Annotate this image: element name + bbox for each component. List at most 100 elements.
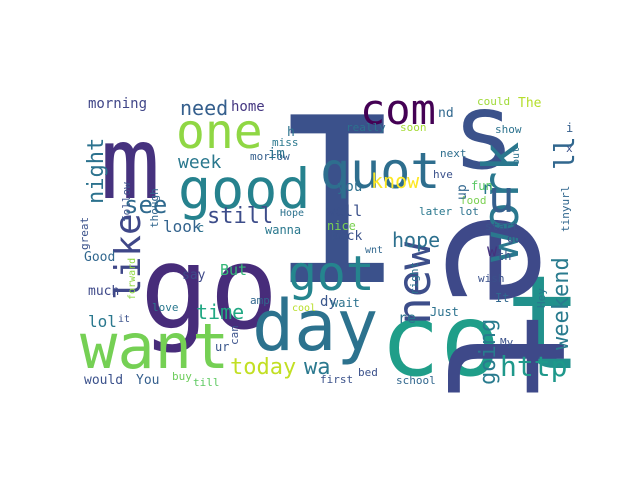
word-great: great: [78, 217, 91, 250]
word-et: et: [409, 210, 601, 409]
word-though: though: [148, 188, 161, 228]
word-i: I: [268, 70, 406, 337]
word-th: th: [497, 249, 511, 263]
word-really: really: [346, 121, 386, 134]
word-guy: guy: [507, 232, 527, 245]
word-c: c: [197, 221, 204, 235]
word-still: still: [207, 204, 273, 229]
word-like: like: [108, 213, 149, 300]
word-show: show: [495, 123, 522, 136]
word-im: im: [268, 146, 285, 162]
word-hve: hve: [433, 168, 453, 181]
word-morning: morning: [88, 96, 147, 112]
word-good: good: [178, 157, 310, 221]
word-well: well: [326, 202, 362, 220]
word-miss: miss: [272, 136, 299, 149]
word-http: http: [500, 350, 567, 383]
word-ll: ll: [548, 136, 581, 170]
word-h: h: [287, 125, 295, 140]
word-w: w: [487, 241, 498, 261]
word-quot: quot: [320, 142, 440, 200]
word-later: later: [419, 205, 452, 218]
word-weekend: weekend: [549, 257, 574, 350]
word-know: know: [371, 169, 420, 193]
word-work: work: [472, 142, 530, 262]
word-right: right: [408, 262, 421, 295]
word-u: u: [488, 172, 515, 223]
word-the: The: [518, 96, 542, 111]
word-nice: nice: [327, 219, 356, 233]
word-food: food: [460, 194, 487, 207]
word-soon: soon: [400, 121, 427, 134]
word-love: love: [152, 301, 179, 314]
word-morrow: morrow: [250, 150, 290, 163]
word-com: com: [360, 85, 436, 134]
word-tinyurl: tinyurl: [559, 186, 572, 232]
word-it: it: [118, 314, 130, 325]
word-day: day: [252, 285, 378, 367]
word-co: co: [380, 282, 500, 399]
word-out: out: [511, 147, 522, 165]
word-night: night: [84, 138, 109, 204]
word-look: look: [163, 217, 202, 236]
word-much: much: [88, 284, 119, 299]
word-just: Just: [430, 305, 459, 319]
word-bed: bed: [358, 366, 378, 379]
word-want: want: [80, 310, 229, 383]
word-first: first: [320, 373, 353, 386]
word-ur: ur: [215, 340, 229, 354]
word-one: one: [176, 104, 263, 160]
word-going: going: [476, 319, 501, 385]
word-fun: fun: [471, 179, 493, 193]
word-follow: follow: [120, 182, 133, 222]
word-school: school: [396, 374, 436, 387]
word-see: see: [124, 191, 167, 219]
word-it: It: [495, 291, 509, 305]
word-you: You: [136, 373, 159, 388]
word-wait: wait: [331, 296, 360, 310]
word-time: time: [196, 300, 244, 324]
word-next: next: [440, 147, 467, 160]
word-go: go: [140, 222, 278, 356]
word-dy: dy: [320, 294, 337, 310]
word-back: back: [331, 229, 362, 244]
word-till: till: [193, 376, 220, 389]
word-you: you: [337, 179, 362, 195]
word-wnt: wnt: [365, 245, 383, 256]
word-x: x: [566, 142, 573, 155]
word-forward: forward: [127, 258, 138, 300]
word-wa: wa: [304, 355, 331, 380]
word-wish: wish: [478, 272, 505, 285]
word-hey: Hey: [535, 288, 548, 308]
word-got: got: [288, 246, 375, 302]
word-good: Good: [84, 250, 115, 265]
word-could: could: [477, 95, 510, 108]
word-week: week: [178, 152, 222, 173]
word-can: can: [228, 325, 241, 345]
word-home: home: [231, 99, 265, 115]
word-nd: nd: [438, 106, 454, 121]
word-cool: cool: [292, 303, 316, 314]
word-need: need: [180, 96, 228, 120]
word-i: i: [566, 121, 573, 135]
word-m: m: [100, 105, 160, 222]
word-new: new: [387, 242, 441, 325]
word-n: n: [483, 179, 493, 199]
word-would: would: [84, 373, 123, 388]
word-t: t: [505, 247, 583, 399]
word-re: re: [398, 309, 416, 327]
word-buy: buy: [172, 370, 192, 383]
word-up: up: [455, 184, 470, 200]
word-lol: lol: [88, 312, 117, 331]
word-but: But: [220, 261, 247, 279]
word-wanna: wanna: [265, 223, 301, 237]
word-start: start: [485, 220, 518, 233]
word-lot: lot: [459, 205, 479, 218]
word-hope: Hope: [280, 208, 304, 219]
word-say: say: [182, 268, 206, 283]
word-today: today: [230, 355, 296, 380]
word-s: s: [452, 71, 515, 193]
word-my: My: [500, 336, 514, 349]
